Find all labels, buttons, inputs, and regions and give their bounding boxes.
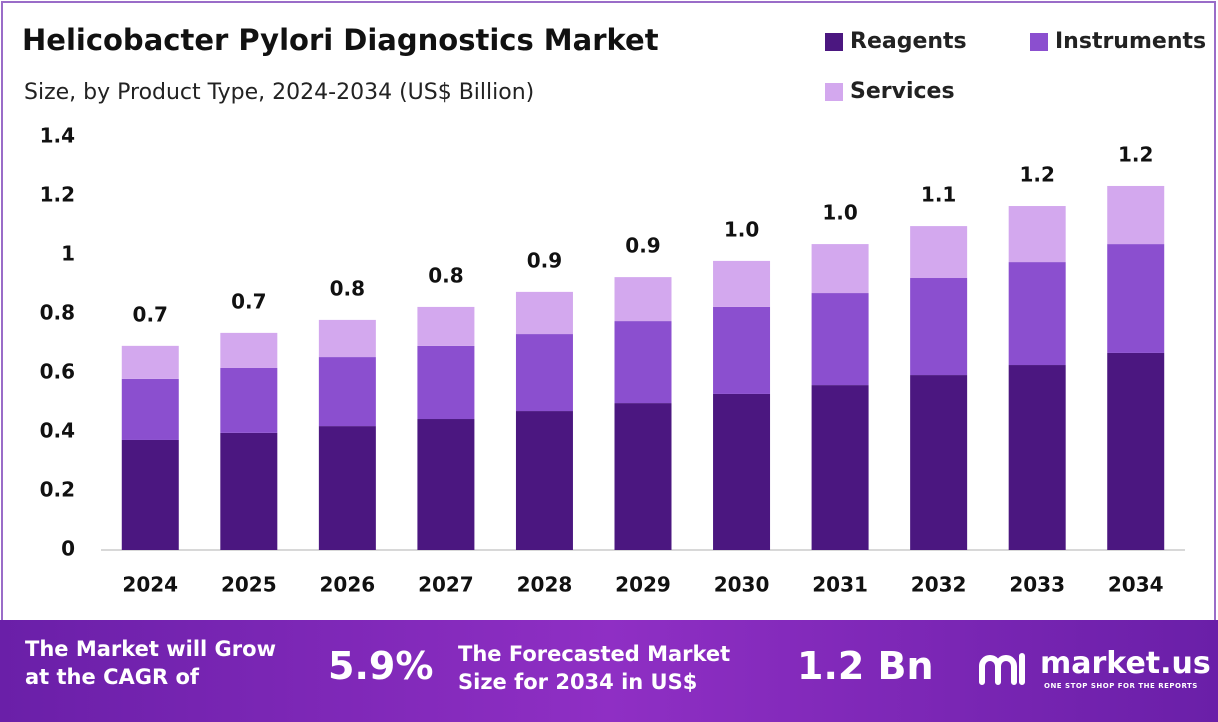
- bar-segment: [614, 403, 672, 550]
- logo: [979, 653, 1025, 685]
- bar-segment: [417, 306, 475, 346]
- x-tick-label: 2026: [320, 573, 376, 597]
- x-tick-label: 2028: [517, 573, 573, 597]
- bar-segment: [614, 277, 672, 322]
- bar-segment: [318, 357, 376, 427]
- legend-label: Instruments: [1055, 29, 1206, 54]
- bar-segment: [811, 385, 869, 550]
- bar-segment: [1107, 352, 1165, 550]
- y-tick-label: 1: [61, 242, 75, 266]
- total-label: 0.8: [330, 276, 365, 300]
- bar-segment: [515, 411, 573, 550]
- x-tick-label: 2032: [911, 573, 967, 597]
- bar-segment: [318, 319, 376, 358]
- y-tick-label: 0.2: [40, 478, 75, 502]
- legend-swatch: [1030, 33, 1048, 51]
- x-tick-label: 2031: [812, 573, 868, 597]
- bar-segment: [417, 419, 475, 550]
- total-label: 0.7: [231, 289, 266, 313]
- bar-segment: [1008, 262, 1066, 366]
- chart-title: Helicobacter Pylori Diagnostics Market: [22, 23, 659, 57]
- cagr-text: The Market will Grow at the CAGR of: [25, 637, 276, 689]
- total-label: 1.0: [724, 217, 759, 241]
- bar-segment: [121, 378, 179, 440]
- bar-segment: [910, 375, 968, 550]
- bar-segment: [121, 439, 179, 550]
- bar-segment: [1107, 185, 1165, 245]
- forecast-value: 1.2 Bn: [797, 644, 934, 688]
- y-tick-label: 1.4: [40, 124, 75, 148]
- total-label: 1.2: [1118, 142, 1153, 166]
- bar-segment: [1107, 244, 1165, 353]
- x-tick-label: 2034: [1108, 573, 1164, 597]
- bar-segment: [1008, 206, 1066, 263]
- total-label: 0.7: [133, 302, 168, 326]
- bar-segment: [515, 291, 573, 335]
- x-tick-label: 2025: [221, 573, 277, 597]
- total-label: 0.8: [428, 263, 463, 287]
- bar-segment: [910, 278, 968, 376]
- y-tick-label: 1.2: [40, 183, 75, 207]
- x-tick-label: 2030: [714, 573, 770, 597]
- bar-segment: [811, 244, 869, 294]
- bar-segment: [220, 432, 278, 550]
- bar-segment: [1008, 365, 1066, 550]
- x-tick-label: 2027: [418, 573, 474, 597]
- x-tick-label: 2024: [122, 573, 178, 597]
- bar-segment: [910, 226, 968, 279]
- chart-subtitle: Size, by Product Type, 2024-2034 (US$ Bi…: [24, 80, 534, 105]
- bar-segment: [713, 393, 771, 550]
- x-tick-label: 2033: [1009, 573, 1065, 597]
- legend-swatch: [825, 33, 843, 51]
- cagr-value: 5.9%: [328, 644, 434, 688]
- total-label: 0.9: [625, 234, 660, 258]
- bar-segment: [614, 321, 672, 404]
- bar-segment: [713, 260, 771, 307]
- brand: market.us: [1040, 646, 1211, 681]
- total-label: 1.0: [822, 201, 857, 225]
- legend-label: Reagents: [850, 29, 967, 54]
- bar-segment: [121, 345, 179, 379]
- y-tick-label: 0.4: [40, 419, 75, 443]
- bar-segment: [220, 332, 278, 368]
- bar-segment: [220, 367, 278, 433]
- bar-segment: [515, 334, 573, 412]
- bar-segment: [318, 426, 376, 550]
- bar-segment: [713, 306, 771, 394]
- total-label: 0.9: [527, 248, 562, 272]
- total-label: 1.2: [1019, 163, 1054, 187]
- x-tick-label: 2029: [615, 573, 671, 597]
- bar-segment: [417, 345, 475, 420]
- legend-label: Services: [850, 79, 955, 104]
- forecast-text: The Forecasted Market Size for 2034 in U…: [458, 642, 731, 694]
- bar-segment: [811, 293, 869, 386]
- y-tick-label: 0: [61, 537, 75, 561]
- chart: Helicobacter Pylori Diagnostics Market S…: [1, 1, 1216, 643]
- y-tick-label: 0.6: [40, 360, 75, 384]
- legend-swatch: [825, 83, 843, 101]
- total-label: 1.1: [921, 183, 956, 207]
- y-tick-label: 0.8: [40, 301, 75, 325]
- tagline: ONE STOP SHOP FOR THE REPORTS: [1044, 682, 1198, 690]
- footer: The Market will Grow at the CAGR of 5.9%…: [0, 620, 1218, 722]
